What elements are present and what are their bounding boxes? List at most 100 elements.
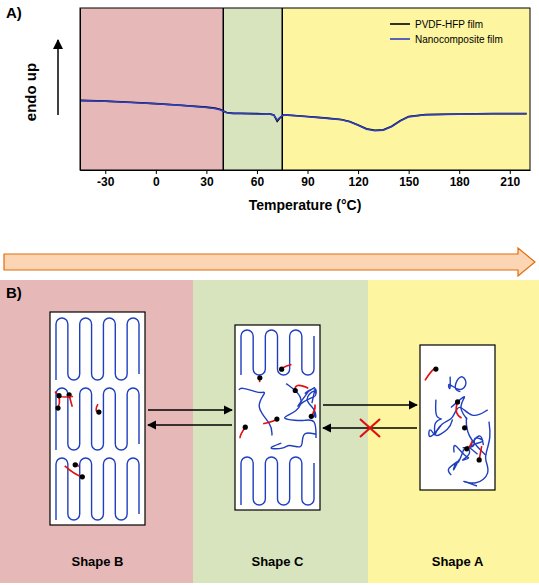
x-tick-label: -30 [97,175,115,189]
crosslink-point [309,414,314,419]
x-tick-label: 210 [500,175,520,189]
state-band [193,280,368,583]
x-axis-title: Temperature (°C) [249,197,362,213]
crosslink-point [96,409,101,414]
region [223,8,282,170]
folded-chain [56,388,139,450]
x-tick-mark [206,170,207,174]
x-tick: 30 [200,170,214,189]
x-tick-mark [510,170,511,174]
x-tick-mark [358,170,359,174]
x-axis-line [81,170,531,171]
legend-swatch [390,23,410,25]
x-tick-label: 90 [301,175,315,189]
x-tick-mark [308,170,309,174]
state-band [0,280,193,583]
x-tick: 0 [153,170,160,189]
amorphous-chain [451,397,486,455]
x-tick-label: 180 [450,175,470,189]
region [282,8,530,170]
panel-a: A) -30 0 30 60 90 120 150 180 210 Temperature (°C)… [6,4,531,213]
x-tick: 120 [349,170,369,189]
folded-chain [241,457,314,505]
plot-area [80,8,530,170]
crosslink-point [257,375,262,380]
x-tick-mark [105,170,106,174]
x-tick: 60 [251,170,265,189]
endo-arrow [57,40,59,115]
y-axis-line [80,9,81,171]
state-box [50,312,145,525]
state-label: Shape C [251,554,304,569]
amorphous-chain [454,445,478,460]
x-tick: 210 [500,170,520,189]
state-label: Shape A [432,554,484,569]
x-tick-mark [156,170,157,174]
state-box [235,325,320,510]
legend-label: Nanocomposite film [415,34,503,45]
amorphous-chain [298,387,316,406]
amorphous-chain [239,388,272,435]
figure: A) -30 0 30 60 90 120 150 180 210 Temperature (°C)… [0,0,539,585]
amorphous-chain [449,377,466,392]
transition-arrow [323,404,417,405]
x-tick: 150 [399,170,419,189]
x-tick-label: 120 [349,175,369,189]
state-label: Shape B [71,554,123,569]
amorphous-chain [271,433,316,449]
crosslink-point [279,367,284,372]
x-tick-mark [409,170,410,174]
state-band [368,280,539,583]
plot-frame [80,8,530,170]
box-frame [420,345,495,490]
crosslink-point [274,417,279,422]
crosslink-point [56,393,61,398]
region [80,8,223,170]
x-axis: -30 0 30 60 90 120 150 180 210 [81,170,531,189]
crosslink-point [433,366,438,371]
x-tick-mark [459,170,460,174]
legend-label: PVDF-HFP film [415,19,483,30]
crosslink-point [55,405,60,410]
amorphous-chain [448,449,463,475]
crosslink-point [477,457,482,462]
y-axis-title: endo up [22,63,39,121]
x-tick-label: 0 [153,175,160,189]
x-tick: 90 [301,170,315,189]
x-tick: 180 [450,170,470,189]
folded-chain [241,330,314,375]
crosslink-point [462,425,467,430]
y-axis [80,9,81,171]
x-tick-label: 60 [251,175,265,189]
panel-label: A) [6,4,22,21]
crosslink-point [80,474,85,479]
panel-label: B) [6,284,22,301]
crosslink [65,466,83,477]
transition-arrow [148,409,232,410]
crosslink-point [464,446,469,451]
state-box [420,345,495,490]
amorphous-chain [307,389,316,417]
crosslink-point [73,462,78,467]
x-tick-mark [257,170,258,174]
legend-swatch [390,38,410,40]
folded-chain [56,318,139,380]
transition-arrow [148,424,232,425]
series-line [80,101,527,131]
legend: PVDF-HFP film Nanocomposite film [390,19,503,45]
series-line [80,100,527,130]
amorphous-chain [429,400,441,437]
x-tick: -30 [97,170,115,189]
x-tick-label: 30 [200,175,214,189]
crosslink-point [455,399,460,404]
box-frame [50,312,145,525]
process-arrow [4,248,535,276]
folded-chain [56,458,139,520]
x-tick-label: 150 [399,175,419,189]
crosslink-point [293,388,298,393]
region-boundary [281,8,283,170]
blocked-mark [360,419,380,437]
panel-b: B) Shape B Shape C Shape A [0,248,539,583]
amorphous-chain [285,384,316,439]
region-boundary [223,8,225,170]
